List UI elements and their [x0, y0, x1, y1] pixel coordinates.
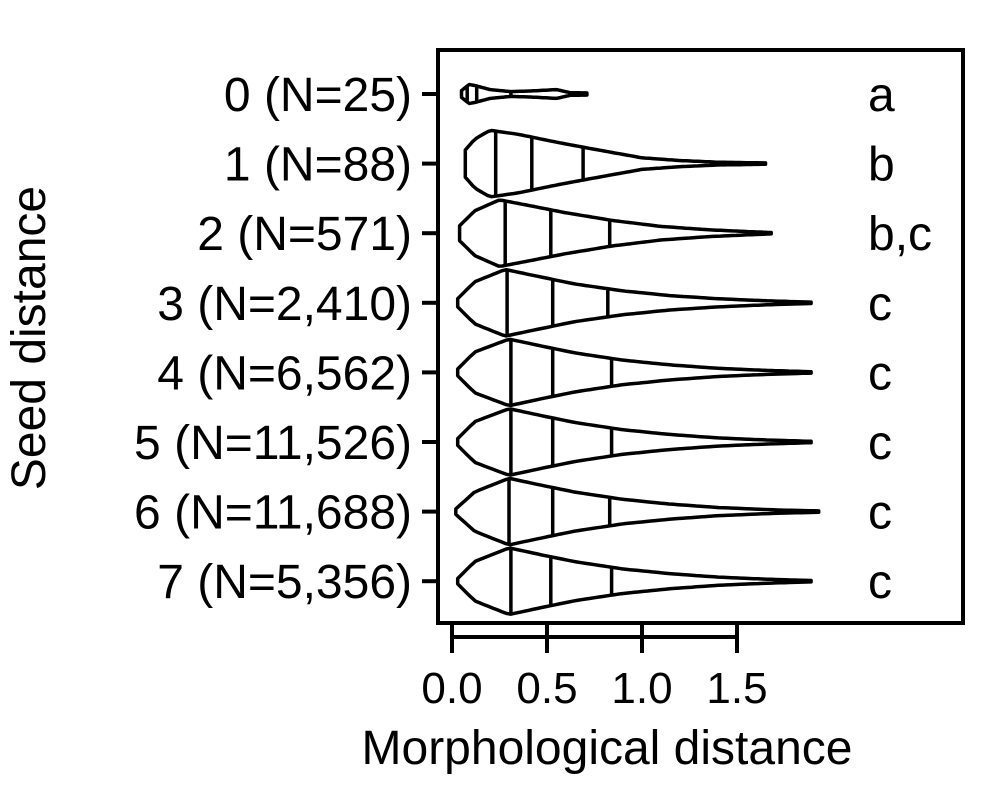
y-tick-label: 5 (N=11,526): [134, 417, 412, 470]
significance-letter: b,c: [868, 208, 932, 261]
significance-letter: c: [868, 556, 892, 609]
x-tick-label: 1.0: [611, 664, 672, 713]
significance-letter: b: [868, 139, 895, 192]
violin-body: [463, 128, 768, 199]
y-axis-title: Seed distance: [3, 186, 56, 490]
violin-body: [459, 82, 589, 106]
y-tick-label: 4 (N=6,562): [157, 347, 412, 400]
significance-letter: c: [868, 278, 892, 331]
significance-letter: c: [868, 347, 892, 400]
y-tick-label: 2 (N=571): [197, 208, 412, 261]
violin-body: [454, 476, 821, 547]
y-tick-label: 6 (N=11,688): [134, 487, 412, 540]
plot-frame: [436, 48, 965, 625]
x-tick-label: 0.0: [421, 664, 482, 713]
significance-letter: a: [868, 69, 895, 122]
y-tick-label: 1 (N=88): [224, 139, 412, 192]
violin-body: [455, 546, 813, 616]
y-tick-label: 7 (N=5,356): [157, 556, 412, 609]
x-tick-label: 0.5: [516, 664, 577, 713]
significance-letter: c: [868, 417, 892, 470]
y-tick-label: 0 (N=25): [224, 69, 412, 122]
violin-body: [455, 337, 813, 408]
violin-body: [455, 407, 813, 477]
significance-letter: c: [868, 487, 892, 540]
violin-body: [457, 198, 773, 268]
x-tick-label: 1.5: [706, 664, 767, 713]
violin-body: [455, 267, 813, 338]
x-axis-title: Morphological distance: [362, 722, 853, 775]
y-tick-label: 3 (N=2,410): [157, 278, 412, 331]
